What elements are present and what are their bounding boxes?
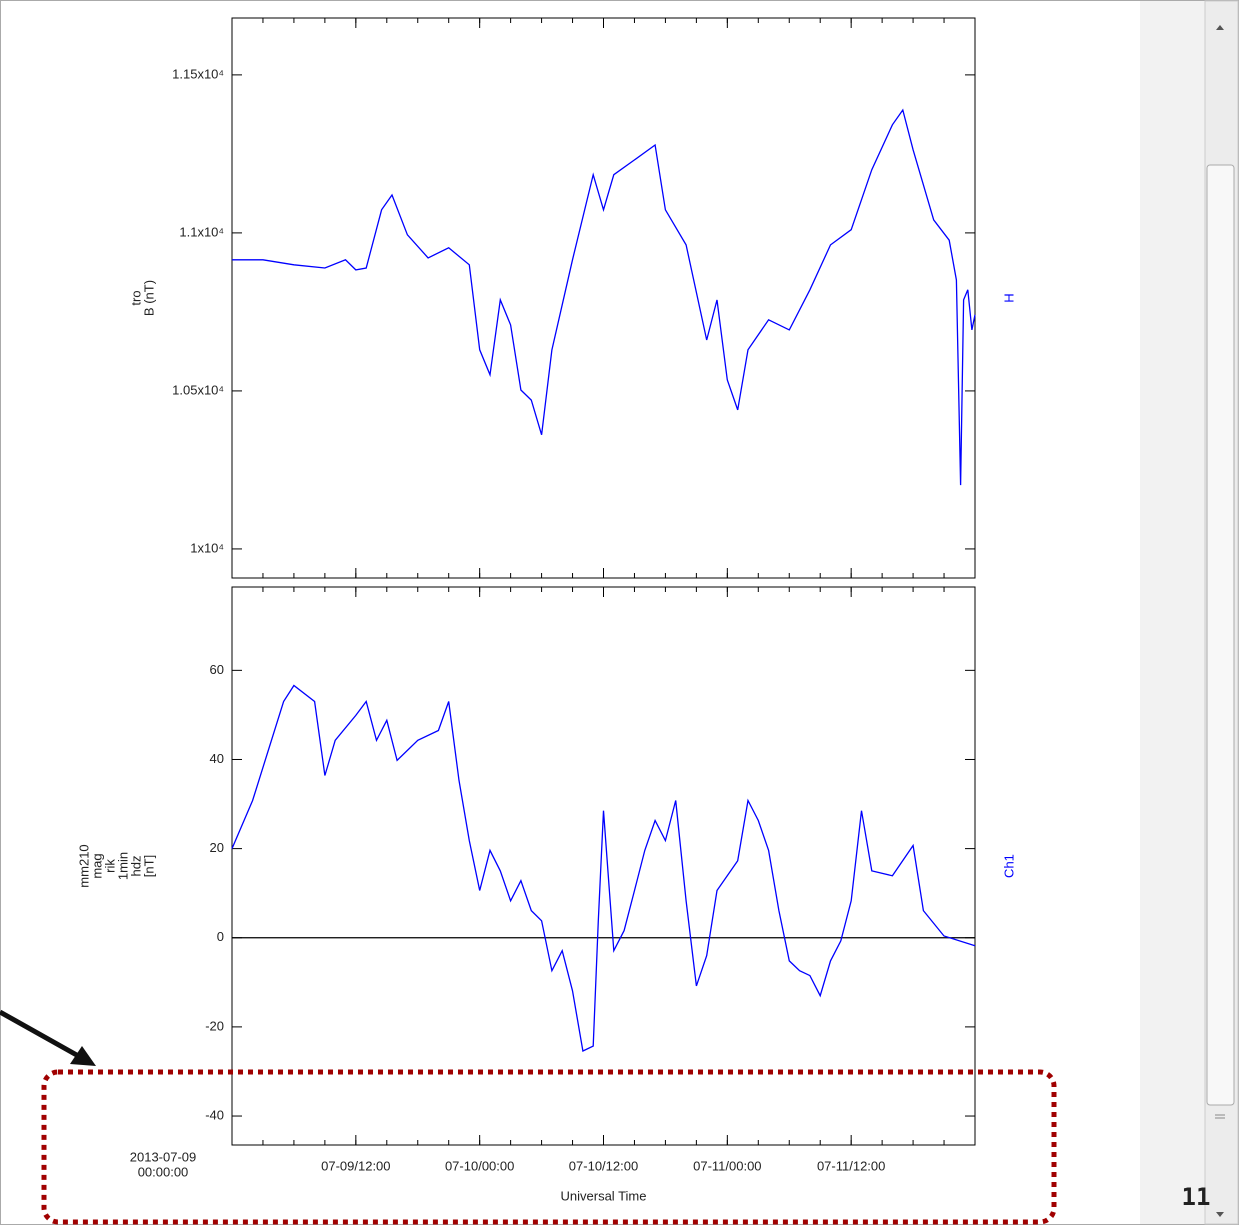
y-tick-label: 1.1x10⁴	[179, 224, 224, 239]
y-tick-label: 0	[217, 929, 224, 944]
x-tick-label: 07-10/00:00	[445, 1158, 514, 1173]
scroll-thumb[interactable]	[1206, 164, 1235, 1106]
y-axis-label: tro	[128, 290, 143, 305]
page-number: 11	[1182, 1183, 1211, 1211]
y-axis-label: 1min	[115, 852, 130, 880]
data-line	[232, 108, 976, 486]
y-axis-label: hdz	[128, 856, 143, 877]
x-tick-label: 07-10/12:00	[569, 1158, 638, 1173]
y-axis-label: rik	[102, 859, 117, 873]
x-tick-label: 07-11/12:00	[817, 1158, 885, 1173]
scroll-up[interactable]	[1216, 25, 1224, 30]
scroll-down[interactable]	[1216, 1212, 1224, 1217]
data-line	[231, 684, 976, 1052]
y-tick-label: 20	[210, 840, 224, 855]
series-name: H	[1001, 293, 1016, 302]
y-axis-label: [nT]	[141, 855, 156, 877]
y-tick-label: 60	[210, 662, 224, 677]
x-axis-label: Universal Time	[561, 1188, 647, 1203]
y-tick-label: -40	[205, 1107, 224, 1122]
y-tick-label: 1.15x10⁴	[172, 66, 224, 81]
arrow-shaft	[0, 1009, 84, 1061]
y-axis-label: mag	[89, 853, 104, 878]
arrow-head	[70, 1046, 96, 1066]
side-panel	[1140, 1, 1205, 1224]
y-tick-label: -20	[205, 1018, 224, 1033]
start-time: 00:00:00	[138, 1164, 189, 1179]
thumb-grip	[1215, 1114, 1225, 1119]
series-name: Ch1	[1001, 854, 1016, 878]
x-tick-label: 07-11/00:00	[693, 1158, 761, 1173]
y-tick-label: 1x10⁴	[190, 540, 224, 555]
y-tick-label: 40	[210, 751, 224, 766]
y-axis-label: B (nT)	[141, 280, 156, 316]
x-tick-label: 07-09/12:00	[321, 1158, 390, 1173]
y-axis-label: mm210	[76, 844, 91, 887]
highlight-box	[41, 1069, 1057, 1225]
y-tick-label: 1.05x10⁴	[172, 382, 224, 397]
start-date: 2013-07-09	[130, 1149, 197, 1164]
